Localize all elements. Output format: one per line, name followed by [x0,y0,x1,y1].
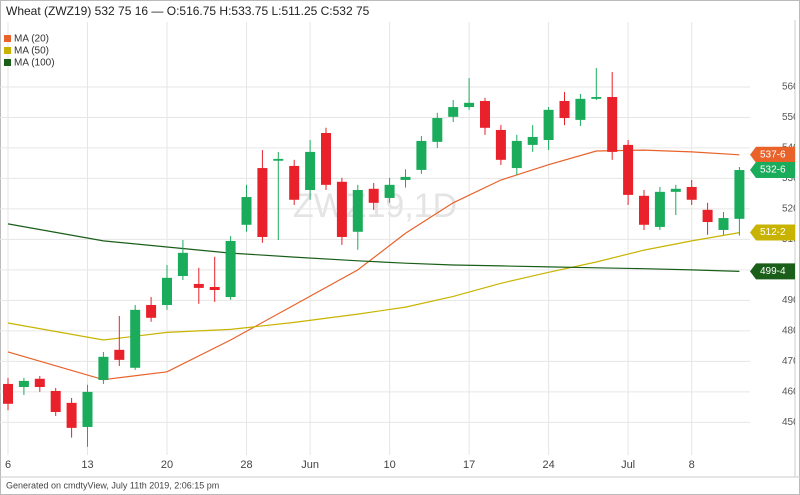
candle-body [193,283,204,288]
candle-body [734,170,745,219]
candle-body [511,140,522,169]
x-tick-label: 20 [161,459,173,471]
candle-body [98,356,109,380]
candle-body [209,286,220,291]
price-tag-label: 499-4 [760,266,786,277]
x-tick-label: Jul [621,459,635,471]
candle-body [432,118,443,142]
candle-body [702,209,713,223]
ma-line [7,149,740,381]
y-tick-label: 470 [782,356,799,367]
candle-body [225,240,236,298]
x-tick-label: Jun [301,459,319,471]
y-tick-label: 460 [782,387,799,398]
candle-body [66,402,77,428]
candle-body [273,158,284,161]
candle-body [336,181,347,237]
candle-body [480,100,490,128]
candle-body [18,380,29,388]
candle-body [162,277,172,305]
candle-body [670,188,681,192]
y-tick-label: 530 [782,173,799,184]
candle-body [50,390,61,413]
candle-body [82,391,93,427]
price-tag [750,162,795,179]
candle-body [623,144,634,195]
x-tick-label: 28 [240,459,252,471]
candle-body [718,218,729,230]
chart-title: Wheat (ZWZ19) 532 75 16 — O:516.75 H:533… [6,4,370,18]
y-tick-label: 490 [782,295,799,306]
x-tick-label: 8 [689,459,695,471]
candle-body [464,102,475,108]
candle-body [654,191,665,227]
candle-body [400,176,411,180]
candle-body [177,252,188,277]
y-tick-label: 480 [782,326,799,337]
candle-body [34,378,45,388]
y-tick-label: 450 [782,417,799,428]
candle-body [591,97,602,99]
candle-body [114,349,125,360]
ma-line [7,232,740,341]
x-tick-label: 24 [542,459,554,471]
x-tick-label: 10 [383,459,395,471]
x-tick-label: 17 [463,459,475,471]
candle-body [130,309,141,368]
y-tick-label: 520 [782,204,799,215]
candle-body [146,304,157,318]
candle-body [257,168,268,237]
candle-body [495,129,506,160]
candle-body [352,190,363,232]
candle-body [527,136,538,145]
price-tag-label: 537-6 [760,149,786,160]
plot: 450460470480490500510520530540550560 [0,22,799,455]
candle-body [289,165,300,200]
price-tag-label: 532-6 [760,165,786,176]
x-tick-label: 13 [81,459,93,471]
candle-body [607,97,618,152]
candle-body [384,184,395,198]
legend-label: MA (50) [14,46,49,57]
legend-label: MA (100) [14,58,55,69]
legend-swatch [4,47,11,54]
candle-body [368,188,379,203]
candle-body [416,140,427,170]
candle-body [639,195,649,225]
price-tag [750,263,795,280]
candle-body [686,186,697,200]
y-tick-label: 550 [782,112,799,123]
candle-body [543,109,554,141]
candle-body [3,383,13,404]
legend-swatch [4,59,11,66]
legend-swatch [4,35,11,42]
candle-body [321,132,331,185]
candle-body [241,197,252,225]
legend-label: MA (20) [14,34,49,45]
price-tag-label: 512-2 [760,227,786,238]
candle-body [305,151,316,191]
price-tag [750,146,795,163]
ma-line [7,223,740,272]
candle-body [575,98,586,120]
x-tick-label: 6 [5,459,11,471]
y-tick-label: 560 [782,82,799,93]
footer: Generated on cmdtyView, July 11th 2019, … [6,480,219,490]
candle-body [559,100,570,119]
price-tag [750,224,795,241]
candle-body [448,107,459,117]
